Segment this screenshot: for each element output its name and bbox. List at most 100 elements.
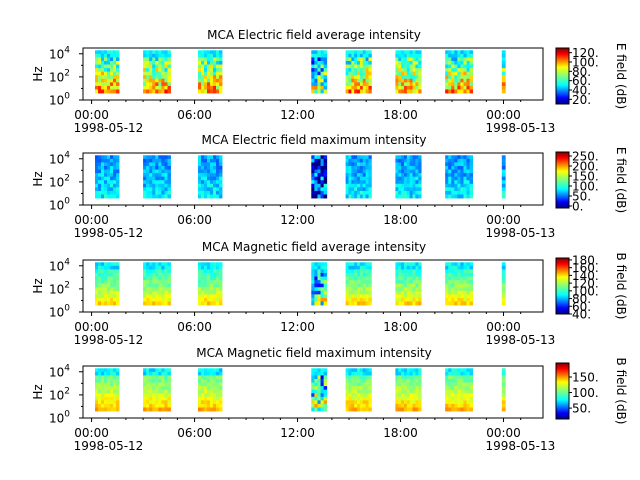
spectrogram-cell	[213, 60, 217, 65]
spectrogram-cell	[418, 75, 422, 80]
spectrogram-cell	[95, 396, 99, 401]
spectrogram-cell	[323, 158, 328, 163]
spectrogram-cell	[418, 180, 422, 185]
spectrogram-cell	[210, 287, 214, 292]
spectrogram-cell	[460, 187, 464, 192]
spectrogram-cell	[451, 187, 455, 192]
spectrogram-cell	[354, 89, 358, 94]
spectrogram-cell	[95, 283, 99, 288]
spectrogram-cell	[409, 158, 413, 163]
spectrogram-cell	[460, 371, 464, 376]
spectrogram-cell	[152, 169, 156, 174]
spectrogram-cell	[104, 183, 108, 188]
spectrogram-cell	[362, 53, 367, 58]
spectrogram-cell	[415, 53, 419, 58]
spectrogram-cell	[409, 82, 413, 87]
spectrogram-cell	[167, 158, 171, 163]
spectrogram-cell	[415, 407, 419, 412]
spectrogram-cell	[104, 75, 108, 80]
spectrogram-cell	[359, 393, 364, 398]
spectrogram-cell	[152, 176, 156, 181]
spectrogram-cell	[311, 82, 315, 87]
spectrogram-cell	[351, 187, 355, 192]
spectrogram-cell	[351, 89, 355, 94]
spectrogram-cell	[469, 64, 474, 69]
spectrogram-cell	[116, 158, 120, 163]
spectrogram-cell	[348, 368, 352, 373]
spectrogram-cell	[418, 169, 422, 174]
spectrogram-cell	[362, 82, 367, 87]
spectrogram-cell	[398, 297, 402, 302]
spectrogram-cell	[351, 82, 355, 87]
spectrogram-cell	[445, 371, 449, 376]
spectrogram-cell	[219, 60, 223, 65]
spectrogram-cell	[357, 71, 361, 76]
colorbar-tick-label: 120.	[572, 46, 599, 60]
spectrogram-cell	[457, 280, 461, 285]
spectrogram-cell	[98, 183, 102, 188]
spectrogram-cell	[95, 187, 99, 192]
spectrogram-cell	[448, 368, 452, 373]
spectrogram-cell	[454, 272, 458, 277]
spectrogram-cell	[155, 158, 159, 163]
spectrogram-cell	[466, 89, 470, 94]
spectrogram-cell	[95, 290, 99, 295]
spectrogram-cell	[98, 382, 102, 387]
spectrogram-cell	[395, 75, 399, 80]
spectrogram-cell	[406, 371, 411, 376]
spectrogram-cell	[95, 176, 99, 181]
colorbar-tick-label: 200.	[572, 160, 599, 174]
spectrogram-cell	[448, 64, 452, 69]
spectrogram-cell	[152, 272, 156, 277]
spectrogram-cell	[362, 283, 367, 288]
spectrogram-cell	[357, 165, 361, 170]
spectrogram-cell	[113, 297, 117, 302]
spectrogram-cell	[164, 162, 168, 167]
spectrogram-cell	[418, 85, 422, 90]
spectrogram-cell	[213, 396, 217, 401]
spectrogram-cell	[317, 297, 321, 302]
panel-title: MCA Magnetic field maximum intensity	[196, 346, 432, 360]
spectrogram-cell	[155, 183, 159, 188]
spectrogram-cell	[362, 290, 367, 295]
spectrogram-cell	[164, 389, 168, 394]
spectrogram-cell	[158, 162, 162, 167]
spectrogram-cell	[345, 68, 349, 73]
spectrogram-cell	[398, 162, 402, 167]
spectrogram-cell	[113, 272, 117, 277]
spectrogram-cell	[368, 403, 372, 408]
x-tick-label: 06:00	[177, 213, 212, 227]
spectrogram-cell	[368, 82, 372, 87]
spectrogram-cell	[406, 269, 411, 274]
spectrogram-cell	[314, 386, 318, 391]
spectrogram-cell	[216, 71, 220, 76]
spectrogram-cell	[164, 158, 168, 163]
spectrogram-cell	[143, 368, 147, 373]
spectrogram-cell	[398, 155, 402, 160]
spectrogram-cell	[158, 176, 162, 181]
spectrogram-cell	[357, 297, 361, 302]
spectrogram-cell	[460, 89, 464, 94]
spectrogram-cell	[146, 375, 150, 380]
spectrogram-cell	[167, 71, 171, 76]
spectrogram-cell	[155, 155, 159, 160]
spectrogram-cell	[116, 162, 120, 167]
spectrogram-cell	[412, 71, 416, 76]
spectrogram-cell	[368, 375, 372, 380]
spectrogram-cell	[204, 68, 208, 73]
spectrogram-cell	[314, 64, 318, 69]
spectrogram-cell	[398, 78, 402, 83]
spectrogram-cell	[210, 382, 214, 387]
spectrogram-cell	[207, 280, 211, 285]
spectrogram-cell	[167, 82, 171, 87]
spectrogram-cell	[395, 82, 399, 87]
spectrogram-cell	[412, 190, 416, 195]
spectrogram-cell	[161, 403, 165, 408]
spectrogram-cell	[314, 290, 318, 295]
spectrogram-cell	[451, 183, 455, 188]
spectrogram-cell	[113, 269, 117, 274]
spectrogram-cell	[219, 403, 223, 408]
spectrogram-cell	[104, 386, 108, 391]
spectrogram-cell	[463, 368, 467, 373]
spectrogram-cell	[460, 194, 464, 199]
